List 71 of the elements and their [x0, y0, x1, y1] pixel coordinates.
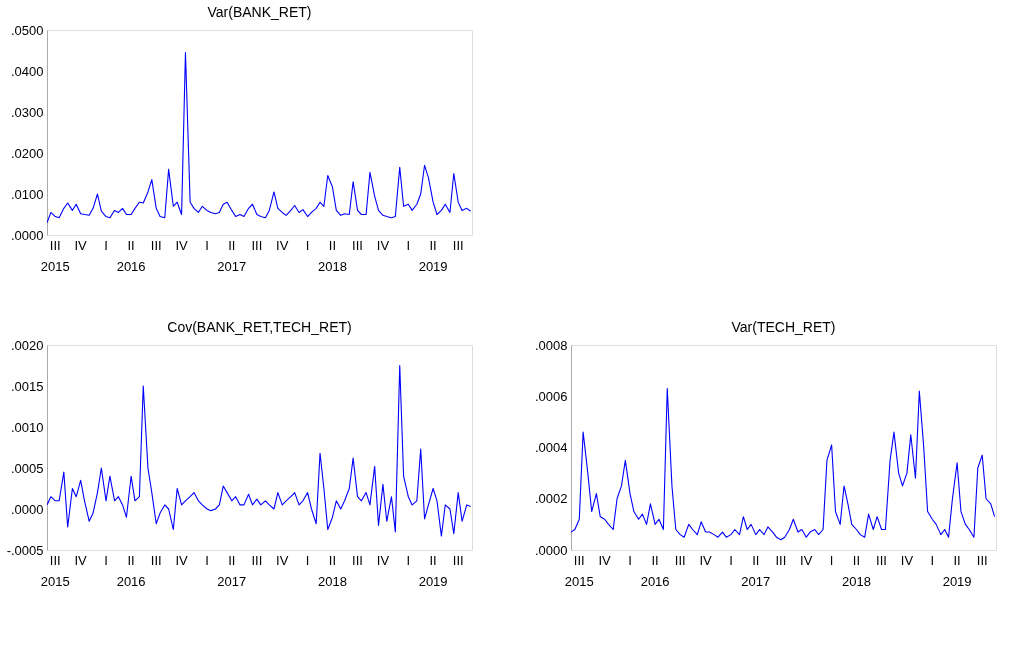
x-tick-label: I — [829, 553, 834, 568]
y-tick-label: .0100 — [10, 186, 44, 202]
x-tick-label: I — [205, 238, 209, 253]
x-tick-label: III — [150, 553, 162, 568]
x-tick-label: III — [876, 553, 887, 568]
x-tick-label: II 2017 — [217, 553, 247, 589]
y-tick-label: .0500 — [10, 22, 44, 38]
y-tick-label: .0015 — [10, 378, 44, 394]
x-tick-label: I — [930, 553, 935, 568]
x-tick-label: IV — [376, 553, 390, 568]
y-tick-label: .0005 — [10, 460, 44, 476]
x-tick-label: II 2016 — [116, 238, 146, 274]
y-tick-label: .0300 — [10, 104, 44, 120]
chart-title: Cov(BANK_RET,TECH_RET) — [167, 319, 352, 335]
x-tick-label: I — [305, 553, 310, 568]
x-tick-label: III — [352, 553, 363, 568]
x-tick-label: IV — [175, 238, 189, 253]
x-tick-label: I — [729, 553, 733, 568]
x-tick-label: I — [104, 238, 108, 253]
x-tick-label: II 2019 — [418, 553, 448, 589]
y-tick-label: .0400 — [10, 63, 44, 79]
x-tick-label: III — [976, 553, 988, 568]
x-tick-label: III — [452, 238, 464, 253]
x-tick-label: II 2018 — [317, 553, 347, 589]
y-tick-label: .0000 — [10, 227, 44, 243]
x-tick-label: I — [406, 553, 411, 568]
x-tick-label: II 2018 — [317, 238, 347, 274]
line-series — [571, 388, 996, 541]
x-tick-label: III — [452, 553, 464, 568]
y-tick-label: .0020 — [10, 337, 44, 353]
x-tick-label: IV — [175, 553, 189, 568]
y-tick-label: .0010 — [10, 419, 44, 435]
x-tick-label: I — [628, 553, 632, 568]
x-tick-label: IV — [900, 553, 914, 568]
x-tick-label: III — [251, 553, 263, 568]
x-tick-label: III — [150, 238, 162, 253]
x-tick-label: II 2016 — [640, 553, 670, 589]
x-tick-label: II 2017 — [217, 238, 247, 274]
y-tick-label: -.0005 — [6, 542, 44, 558]
x-tick-label: III — [674, 553, 686, 568]
x-tick-label: IV — [74, 238, 88, 253]
x-tick-label: IV — [276, 553, 289, 568]
x-tick-label: I — [205, 553, 209, 568]
x-tick-label: III — [775, 553, 787, 568]
line-series — [47, 364, 472, 537]
y-tick-label: .0000 — [10, 501, 44, 517]
x-tick-label: III — [251, 238, 263, 253]
x-tick-label: IV — [276, 238, 289, 253]
y-tick-label: .0000 — [534, 542, 568, 558]
x-tick-label: IV — [74, 553, 88, 568]
y-tick-label: .0006 — [534, 388, 568, 404]
x-tick-label: IV — [376, 238, 390, 253]
y-tick-label: .0200 — [10, 145, 44, 161]
x-tick-label: IV — [598, 553, 612, 568]
x-tick-label: III — [352, 238, 363, 253]
x-tick-label: II 2019 — [942, 553, 972, 589]
x-tick-label: II 2017 — [741, 553, 771, 589]
x-tick-label: IV — [699, 553, 713, 568]
x-tick-label: IV — [800, 553, 813, 568]
chart-title: Var(TECH_RET) — [731, 319, 836, 335]
x-tick-label: II 2016 — [116, 553, 146, 589]
x-tick-label: II 2019 — [418, 238, 448, 274]
y-tick-label: .0002 — [534, 491, 568, 507]
line-series — [47, 52, 472, 224]
x-tick-label: I — [305, 238, 310, 253]
x-tick-label: II 2018 — [841, 553, 871, 589]
y-tick-label: .0008 — [534, 337, 568, 353]
y-tick-label: .0004 — [534, 440, 568, 455]
chart-title: Var(BANK_RET) — [207, 4, 312, 20]
x-tick-label: I — [104, 553, 108, 568]
x-tick-label: I — [406, 238, 411, 253]
